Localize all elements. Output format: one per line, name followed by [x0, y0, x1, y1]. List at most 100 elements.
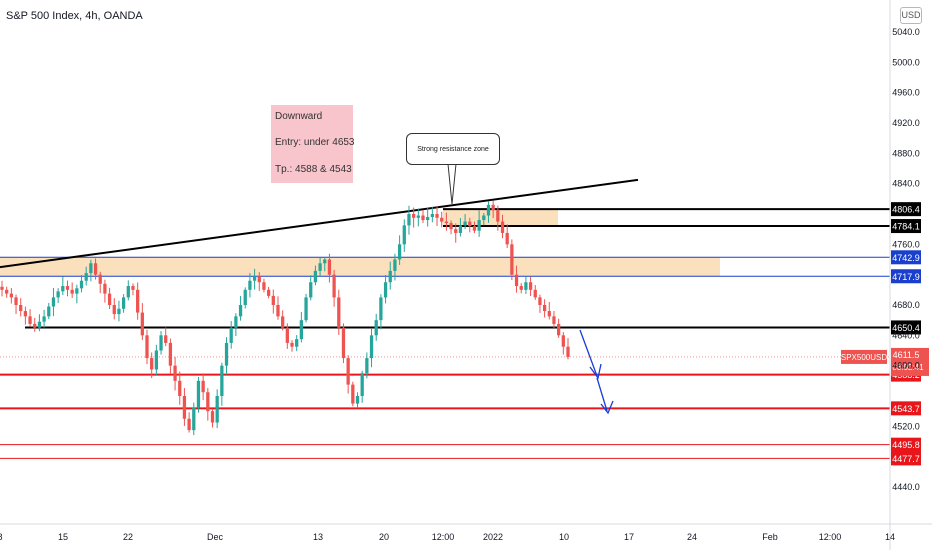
y-tick-4920: 4920.0: [892, 118, 920, 128]
candle-body-77: [360, 373, 364, 396]
candle-body-121: [566, 346, 570, 357]
supply-zone-1: [0, 257, 720, 277]
candle-body-97: [454, 229, 458, 233]
candle-body-6: [28, 316, 32, 324]
resistance-callout[interactable]: Strong resistance zone: [406, 133, 500, 165]
candle-body-3: [14, 297, 18, 305]
y-tick-5040: 5040.0: [892, 27, 920, 37]
candle-body-16: [75, 288, 79, 294]
candle-body-88: [411, 213, 416, 218]
level-label-4742.9: 4742.9: [892, 253, 920, 263]
candle-body-30: [140, 312, 144, 336]
candle-body-51: [238, 304, 243, 317]
candle-body-35: [164, 335, 168, 343]
candle-body-110: [514, 274, 519, 287]
supply-zone-2: [443, 209, 558, 227]
candle-body-7: [33, 323, 37, 328]
candle-body-48: [224, 342, 229, 366]
candle-body-98: [458, 225, 463, 233]
x-tick-6: 12:00: [432, 532, 455, 542]
candle-body-29: [136, 289, 140, 313]
candle-body-113: [528, 282, 533, 290]
candle-body-106: [496, 210, 500, 222]
candle-body-65: [304, 297, 308, 321]
candle-body-10: [47, 306, 51, 317]
level-label-bg-4650.4: [891, 320, 921, 335]
candle-body-0: [0, 286, 4, 290]
projection-arrowhead-2: [600, 400, 614, 415]
candle-body-49: [229, 327, 233, 343]
candle-body-33: [154, 350, 159, 370]
candle-body-11: [51, 297, 56, 307]
x-tick-8: 10: [559, 532, 569, 542]
candle-body-104: [486, 204, 491, 216]
candle-body-12: [56, 291, 60, 298]
candle-body-66: [309, 282, 313, 298]
candle-body-53: [248, 280, 252, 290]
candle-body-40: [187, 418, 191, 431]
level-label-4717.9: 4717.9: [892, 272, 920, 282]
current-price-value: 4611.5: [893, 350, 920, 360]
candle-body-78: [365, 358, 369, 374]
candle-body-22: [103, 283, 107, 294]
candle-body-15: [70, 289, 74, 294]
candle-body-34: [159, 335, 163, 351]
candle-body-79: [369, 335, 374, 359]
candle-body-107: [500, 221, 505, 233]
trade-plan-note[interactable]: Downward Entry: under 4653 Tp.: 4588 & 4…: [271, 105, 355, 183]
candle-body-74: [346, 358, 350, 385]
candle-body-69: [323, 259, 327, 264]
candle-body-26: [121, 297, 126, 309]
candle-body-93: [435, 213, 439, 218]
arrows-layer: [579, 329, 614, 415]
candle-body-103: [482, 215, 486, 221]
x-tick-3: Dec: [207, 532, 224, 542]
candle-body-111: [519, 286, 523, 290]
candle-body-90: [421, 215, 425, 221]
candle-body-89: [416, 215, 420, 218]
candle-body-84: [393, 259, 397, 271]
currency-badge[interactable]: USD: [900, 7, 922, 24]
candle-body-36: [168, 342, 173, 366]
rising-trendline: [0, 178, 639, 269]
x-tick-4: 13: [313, 532, 323, 542]
level-label-bg-4806.4: [891, 202, 921, 217]
symbol-title: S&P 500 Index, 4h, OANDA: [6, 10, 143, 22]
candle-body-83: [388, 270, 392, 283]
note-line-1: Downward: [275, 111, 323, 122]
candle-body-52: [243, 289, 247, 305]
candle-body-117: [547, 311, 551, 317]
candle-body-18: [84, 273, 88, 281]
candle-body-115: [538, 297, 542, 305]
candle-body-46: [215, 395, 219, 423]
candle-body-87: [407, 213, 411, 226]
candle-body-58: [271, 295, 275, 305]
candle-body-96: [449, 223, 453, 230]
candle-body-8: [37, 321, 42, 328]
candle-body-64: [299, 320, 304, 340]
note-line-2: Entry: under 4653: [275, 137, 355, 148]
candle-body-39: [182, 395, 187, 419]
candle-body-55: [257, 276, 261, 283]
candle-body-24: [112, 304, 116, 315]
candle-body-116: [542, 304, 547, 312]
projection-arrowhead-1: [589, 363, 602, 380]
candle-body-59: [276, 304, 280, 317]
candle-body-17: [79, 280, 84, 289]
candle-body-5: [23, 311, 28, 317]
candle-body-85: [397, 244, 402, 260]
candle-body-60: [281, 316, 285, 328]
candle-body-45: [210, 411, 215, 423]
candle-body-105: [491, 204, 495, 211]
x-tick-11: Feb: [762, 532, 778, 542]
current-symbol-bg: [841, 349, 887, 364]
candle-body-13: [61, 286, 65, 292]
y-tick-4840: 4840.0: [892, 179, 920, 189]
candle-body-63: [295, 339, 299, 347]
levels-layer: [0, 208, 890, 459]
candle-body-120: [561, 335, 565, 347]
x-tick-13: 14: [885, 532, 895, 542]
candle-body-94: [440, 217, 444, 222]
